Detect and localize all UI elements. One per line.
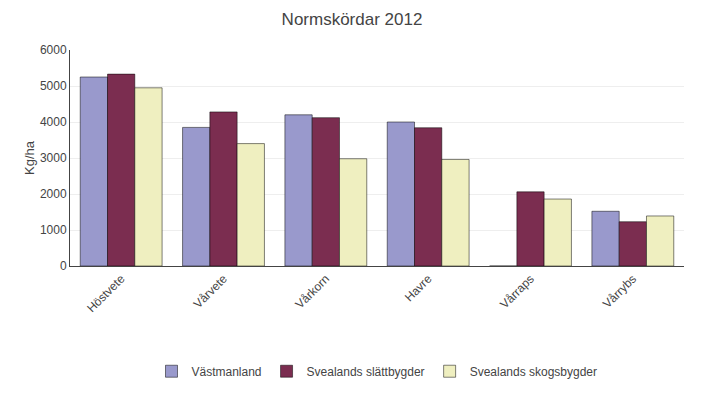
svg-text:Vårrybs: Vårrybs [600, 272, 639, 311]
svg-text:2000: 2000 [40, 187, 67, 201]
svg-text:Kg/ha: Kg/ha [22, 140, 37, 175]
svg-text:0: 0 [60, 259, 67, 273]
svg-text:Normskördar 2012: Normskördar 2012 [282, 10, 423, 29]
svg-text:Svealands skogsbygder: Svealands skogsbygder [470, 365, 597, 379]
svg-text:3000: 3000 [40, 151, 67, 165]
svg-text:Vårkorn: Vårkorn [293, 272, 333, 312]
svg-text:Västmanland: Västmanland [192, 365, 262, 379]
svg-text:Svealands slättbygder: Svealands slättbygder [307, 365, 425, 379]
svg-text:1000: 1000 [40, 223, 67, 237]
svg-text:5000: 5000 [40, 79, 67, 93]
svg-text:Havre: Havre [402, 272, 435, 305]
svg-text:Höstvete: Höstvete [84, 272, 128, 316]
svg-text:Vårvete: Vårvete [191, 272, 230, 311]
svg-text:4000: 4000 [40, 115, 67, 129]
svg-text:6000: 6000 [40, 43, 67, 57]
svg-text:Vårraps: Vårraps [497, 272, 537, 312]
